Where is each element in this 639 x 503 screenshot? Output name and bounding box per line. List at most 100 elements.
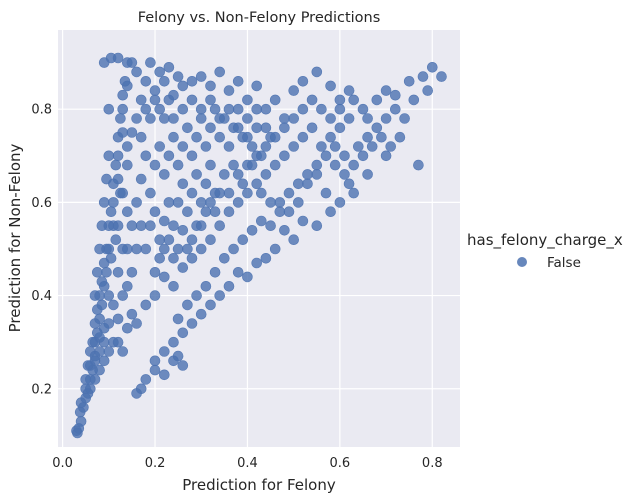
- data-point: [168, 220, 179, 231]
- data-point: [325, 131, 336, 143]
- y-tick-label: 0.2: [31, 382, 52, 397]
- data-point: [329, 159, 341, 171]
- data-point: [232, 169, 244, 180]
- data-point: [311, 220, 323, 231]
- data-point: [159, 346, 170, 357]
- data-point: [311, 159, 323, 171]
- data-point: [159, 113, 170, 124]
- data-point: [112, 150, 124, 162]
- x-axis-label: Prediction for Felony: [182, 476, 336, 494]
- data-point: [339, 169, 350, 180]
- data-point: [80, 374, 91, 385]
- data-point: [223, 187, 235, 199]
- x-tick-label: 0.4: [237, 456, 258, 471]
- data-points: [71, 52, 447, 439]
- x-tick-label: 0.0: [52, 456, 73, 471]
- data-point: [182, 206, 193, 217]
- data-point: [149, 266, 161, 278]
- data-point: [186, 94, 198, 106]
- data-point: [117, 89, 128, 101]
- data-point: [325, 113, 336, 124]
- data-point: [131, 197, 142, 208]
- data-point: [380, 85, 392, 96]
- data-point: [140, 299, 152, 311]
- data-point: [191, 290, 202, 301]
- data-point: [110, 234, 122, 245]
- data-point: [200, 206, 212, 217]
- data-point: [366, 141, 378, 152]
- data-point: [140, 374, 152, 385]
- data-point: [316, 141, 327, 152]
- data-point: [149, 364, 161, 376]
- data-point: [177, 262, 189, 273]
- data-point: [87, 336, 98, 348]
- data-point: [117, 290, 128, 301]
- data-point: [98, 257, 110, 269]
- data-point: [343, 178, 355, 190]
- data-point: [232, 103, 244, 115]
- x-tick-label: 0.2: [145, 456, 166, 471]
- data-point: [131, 318, 142, 329]
- data-point: [417, 71, 429, 82]
- data-point: [126, 220, 138, 231]
- data-point: [260, 122, 272, 134]
- data-point: [232, 197, 244, 208]
- data-point: [348, 187, 360, 199]
- data-point: [172, 71, 184, 82]
- data-point: [329, 141, 341, 152]
- data-point: [78, 402, 89, 413]
- data-point: [94, 346, 105, 357]
- legend-entry-false: False: [547, 255, 581, 271]
- data-point: [219, 169, 230, 180]
- data-point: [288, 85, 300, 96]
- data-point: [228, 159, 239, 171]
- data-point: [92, 304, 103, 315]
- data-point: [177, 225, 189, 236]
- data-point: [119, 76, 131, 87]
- data-point: [274, 197, 286, 208]
- data-point: [163, 94, 175, 106]
- data-point: [186, 252, 198, 264]
- data-point: [149, 85, 161, 96]
- data-point: [260, 169, 272, 180]
- data-point: [380, 150, 392, 162]
- data-point: [177, 327, 189, 339]
- y-tick-label: 0.6: [31, 196, 52, 211]
- data-point: [112, 131, 124, 143]
- data-point: [242, 113, 253, 124]
- data-point: [163, 62, 175, 73]
- data-point: [306, 122, 318, 134]
- data-point: [232, 122, 244, 134]
- data-point: [135, 220, 147, 231]
- data-point: [242, 159, 253, 171]
- data-point: [186, 318, 198, 329]
- data-point: [214, 187, 225, 199]
- data-point: [112, 52, 124, 64]
- y-tick-labels: 0.2 0.4 0.6 0.8: [31, 103, 52, 398]
- data-point: [214, 290, 225, 301]
- data-point: [279, 122, 290, 134]
- data-point: [334, 103, 346, 115]
- data-point: [89, 290, 101, 301]
- data-point: [251, 80, 263, 92]
- data-point: [122, 322, 133, 334]
- data-point: [105, 206, 117, 217]
- data-point: [96, 220, 108, 231]
- data-point: [103, 318, 115, 329]
- data-point: [251, 122, 263, 134]
- data-point: [279, 150, 290, 162]
- data-point: [436, 71, 447, 82]
- data-point: [251, 257, 263, 269]
- data-point: [131, 66, 142, 78]
- data-point: [159, 243, 170, 255]
- data-point: [426, 62, 438, 73]
- data-point: [186, 150, 198, 162]
- data-point: [311, 169, 323, 180]
- data-point: [242, 271, 253, 283]
- data-point: [172, 313, 184, 325]
- data-point: [380, 113, 392, 124]
- data-point: [288, 113, 300, 124]
- data-point: [362, 131, 373, 143]
- data-point: [265, 197, 276, 208]
- data-point: [159, 369, 170, 381]
